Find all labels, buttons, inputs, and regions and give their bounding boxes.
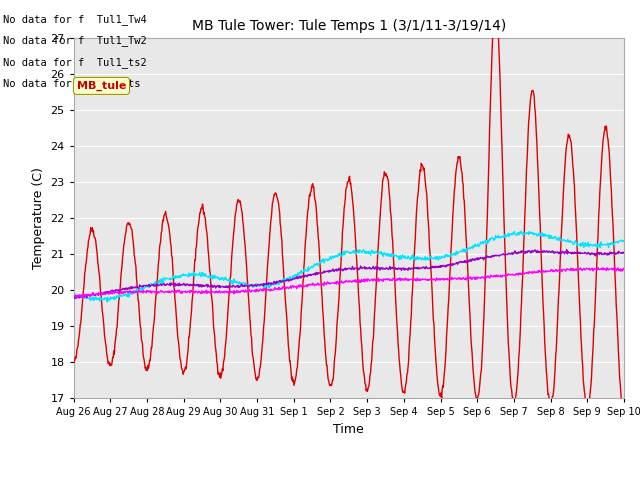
Text: No data for f  Tul1_Tw2: No data for f Tul1_Tw2 bbox=[3, 35, 147, 46]
Text: MB_tule: MB_tule bbox=[77, 81, 126, 91]
Text: No data for f  Tul1_Tw4: No data for f Tul1_Tw4 bbox=[3, 13, 147, 24]
Y-axis label: Temperature (C): Temperature (C) bbox=[32, 168, 45, 269]
Text: No data for f  Tul1_ts2: No data for f Tul1_ts2 bbox=[3, 57, 147, 68]
Text: No data for f  Tul1_ts: No data for f Tul1_ts bbox=[3, 78, 141, 89]
X-axis label: Time: Time bbox=[333, 423, 364, 436]
Title: MB Tule Tower: Tule Temps 1 (3/1/11-3/19/14): MB Tule Tower: Tule Temps 1 (3/1/11-3/19… bbox=[191, 19, 506, 33]
